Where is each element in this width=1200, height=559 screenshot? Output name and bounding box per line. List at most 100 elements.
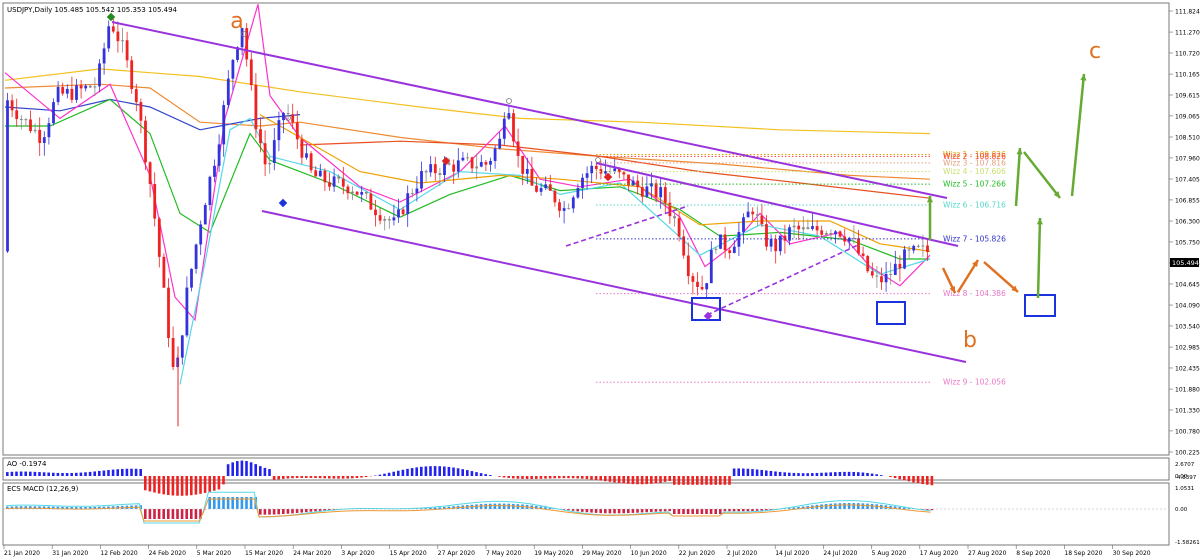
last-price-label: 105.494	[1172, 259, 1199, 267]
ao-bar	[466, 470, 469, 476]
ao-bar	[125, 468, 129, 476]
moving-average-line	[5, 98, 930, 260]
macd-histogram-bar	[838, 503, 842, 509]
candle-body	[401, 209, 405, 215]
macd-histogram-bar	[571, 509, 575, 511]
ao-bar	[916, 476, 920, 484]
candle-body	[397, 209, 400, 218]
macd-histogram-bar	[544, 507, 547, 509]
date-tick-label: 17 Aug 2020	[920, 550, 959, 557]
fractal-marker	[285, 115, 291, 121]
ao-bar	[226, 464, 230, 476]
ao-bar	[746, 468, 750, 476]
macd-histogram-bar	[176, 509, 179, 519]
ao-bar	[240, 460, 244, 476]
macd-tick-label: 1.0531	[1175, 486, 1194, 492]
macd-histogram-bar	[245, 497, 248, 509]
macd-histogram-bar	[788, 508, 791, 509]
candle-body	[429, 164, 433, 173]
ao-bar	[599, 476, 602, 481]
macd-histogram-bar	[576, 509, 579, 512]
macd-histogram-bar	[180, 509, 184, 519]
projection-arrowhead	[1036, 218, 1043, 225]
macd-histogram-bar	[38, 506, 41, 509]
ao-bar	[249, 462, 253, 476]
price-tick-label: 100.225	[1175, 450, 1200, 457]
candle-body	[875, 275, 879, 277]
candle-body	[88, 85, 92, 88]
candle-body	[162, 256, 166, 288]
macd-histogram-bar	[300, 509, 303, 513]
ao-bar	[84, 472, 87, 476]
ao-bar	[728, 476, 731, 485]
wizz-level-label: Wizz 1 - 109.826	[943, 150, 1006, 159]
candle-body	[236, 47, 239, 60]
candle-body	[148, 162, 152, 185]
ao-bar	[829, 472, 832, 476]
candle-body	[889, 274, 893, 276]
macd-histogram-bar	[535, 505, 538, 509]
macd-histogram-bar	[259, 509, 262, 515]
date-tick-label: 15 Apr 2020	[390, 550, 427, 557]
ao-bar	[898, 476, 901, 480]
projection-arrowhead	[1016, 148, 1023, 155]
ao-bar	[875, 474, 878, 476]
ao-bar	[654, 476, 658, 484]
macd-label: ECS MACD (12,26,9)	[7, 485, 79, 493]
macd-histogram-bar	[70, 507, 73, 509]
date-tick-label: 8 Sep 2020	[1016, 550, 1050, 557]
price-tick-label: 105.750	[1175, 239, 1200, 246]
ao-bar	[176, 476, 179, 496]
ao-bar	[383, 473, 386, 476]
target-box	[876, 301, 906, 325]
ao-bar	[732, 468, 736, 476]
macd-histogram-bar	[493, 503, 497, 509]
candle-body	[788, 227, 791, 241]
price-tick-label: 104.090	[1175, 303, 1200, 310]
macd-histogram-bar	[507, 503, 510, 509]
candle-body	[673, 216, 676, 219]
macd-histogram-bar	[438, 507, 441, 509]
macd-histogram-bar	[677, 509, 681, 514]
ao-bar	[139, 469, 142, 476]
ao-bar	[847, 471, 851, 476]
macd-histogram-bar	[443, 506, 446, 509]
ao-bar	[93, 471, 96, 476]
macd-tick-label: -1.58261	[1175, 540, 1200, 546]
candle-body	[226, 78, 230, 106]
macd-histogram-bar	[663, 509, 667, 512]
ao-bar	[475, 472, 478, 476]
candle-body	[314, 170, 318, 177]
ao-bar	[903, 476, 906, 481]
ao-bar	[792, 472, 796, 476]
macd-histogram-bar	[852, 503, 855, 509]
macd-histogram-bar	[548, 507, 552, 509]
macd-histogram-bar	[226, 497, 230, 509]
price-tick-label: 110.165	[1175, 72, 1200, 79]
ao-bar	[640, 476, 644, 485]
candle-body	[93, 86, 97, 88]
macd-histogram-bar	[144, 509, 147, 519]
candle-body	[38, 129, 42, 143]
ao-bar	[424, 466, 428, 476]
ao-bar	[52, 472, 55, 476]
macd-histogram-bar	[318, 509, 322, 511]
candle-body	[268, 162, 272, 165]
ao-bar	[134, 468, 138, 476]
macd-histogram-bar	[157, 509, 161, 519]
candle-body	[567, 208, 571, 210]
candle-body	[682, 236, 686, 256]
date-tick-label: 27 Apr 2020	[438, 550, 475, 557]
date-tick-label: 3 Apr 2020	[341, 550, 374, 557]
candle-body	[774, 238, 778, 252]
moving-average-line	[259, 114, 931, 252]
candle-body	[613, 168, 617, 172]
candle-body	[898, 263, 902, 269]
macd-histogram-bar	[447, 506, 451, 509]
macd-histogram-bar	[282, 509, 285, 515]
ao-bar	[111, 469, 115, 476]
candle-body	[272, 140, 276, 163]
ao-bar	[144, 476, 147, 491]
candle-body	[305, 153, 308, 158]
